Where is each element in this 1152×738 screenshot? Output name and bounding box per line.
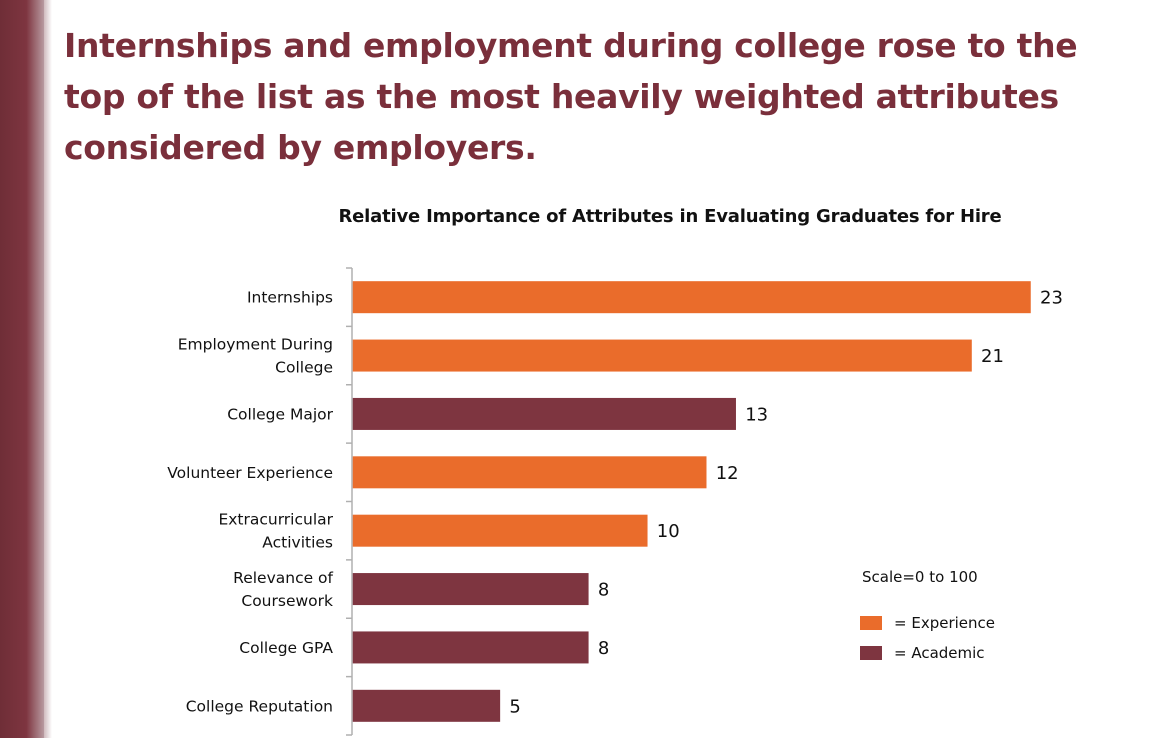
bar-2	[352, 397, 736, 430]
value-label-6: 8	[598, 638, 609, 659]
value-label-3: 12	[716, 463, 739, 484]
chart-title: Relative Importance of Attributes in Eva…	[338, 206, 1002, 227]
legend-item-academic: = Academic	[848, 638, 1048, 668]
slide-side-bar	[0, 0, 52, 738]
value-label-0: 23	[1040, 288, 1063, 309]
bar-4	[352, 514, 648, 547]
legend-label-academic: = Academic	[894, 644, 985, 662]
slide-title: Internships and employment during colleg…	[64, 26, 1078, 167]
category-label-1: Employment During	[178, 336, 333, 354]
legend-label-experience: = Experience	[894, 614, 995, 632]
bar-0	[352, 281, 1031, 314]
legend-swatch-academic	[860, 646, 882, 660]
legend-swatch-experience	[860, 616, 882, 630]
category-label-2: College Major	[227, 405, 333, 423]
bar-6	[352, 631, 589, 664]
chart-legend: Scale=0 to 100 = Experience = Academic	[848, 568, 1048, 668]
category-label-5: Relevance of	[233, 569, 333, 587]
value-label-5: 8	[598, 580, 609, 601]
category-label-5: Coursework	[241, 592, 333, 610]
bar-1	[352, 339, 972, 372]
bar-5	[352, 573, 589, 606]
category-label-4: Activities	[262, 534, 333, 552]
category-label-0: Internships	[247, 289, 333, 307]
category-label-6: College GPA	[239, 639, 333, 657]
scale-note: Scale=0 to 100	[862, 568, 978, 586]
category-label-4: Extracurricular	[218, 511, 333, 529]
value-label-2: 13	[745, 404, 768, 425]
value-label-7: 5	[509, 696, 520, 717]
category-label-7: College Reputation	[186, 697, 333, 715]
category-label-1: College	[275, 359, 333, 377]
value-label-1: 21	[981, 346, 1004, 367]
category-label-3: Volunteer Experience	[167, 464, 333, 482]
value-label-4: 10	[657, 521, 680, 542]
legend-item-experience: = Experience	[848, 608, 1048, 638]
bar-7	[352, 689, 501, 722]
bar-3	[352, 456, 707, 489]
